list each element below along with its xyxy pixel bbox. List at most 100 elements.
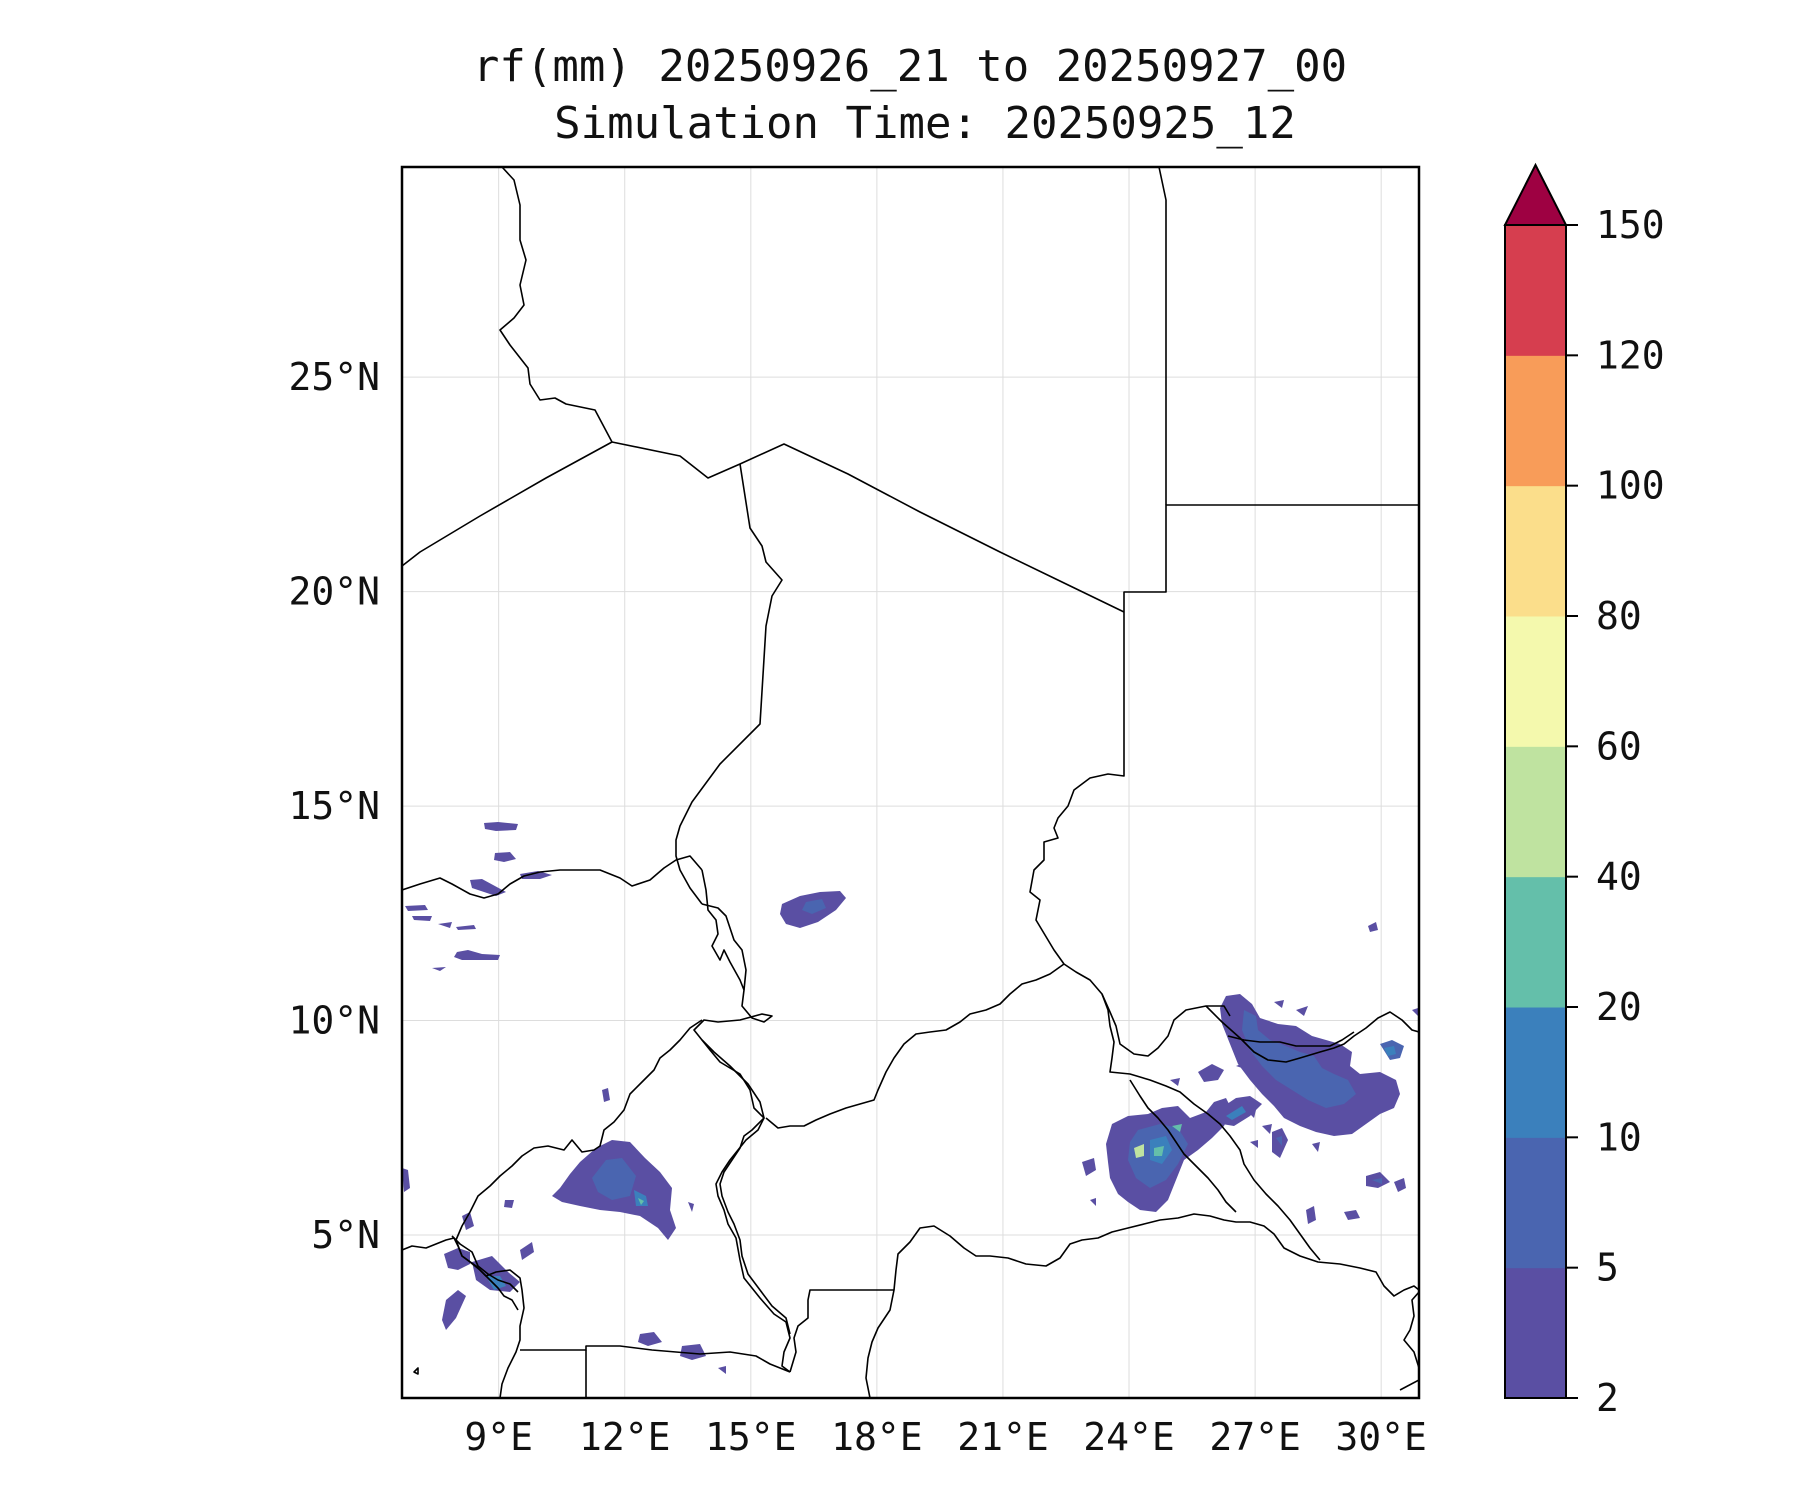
lat-tick-label: 25°N: [288, 355, 380, 399]
border-line: [402, 1237, 519, 1311]
colorbar-tick-label: 150: [1596, 203, 1665, 247]
rain-patch: [1306, 1206, 1316, 1224]
border-line: [402, 441, 613, 567]
lon-tick-label: 18°E: [831, 1415, 923, 1459]
border-line: [413, 1367, 419, 1375]
lat-tick-label: 10°N: [288, 999, 380, 1043]
lon-tick-label: 15°E: [705, 1415, 797, 1459]
border-line: [1129, 1079, 1237, 1213]
lon-tick-label: 9°E: [464, 1415, 533, 1459]
rain-patch: [520, 1242, 534, 1260]
border-line: [765, 963, 1065, 1129]
rain-patch: [405, 905, 428, 911]
map-panel: 9°E 12°E 15°E 18°E 21°E 24°E 27°E 30°E 5°N 10°N 15…: [288, 165, 1427, 1459]
colorbar: 2 5 10 20 40 60 80 100 120 150: [1503, 162, 1665, 1420]
colorbar-bin: [1505, 225, 1566, 356]
border-line: [789, 1289, 895, 1398]
border-line: [893, 1213, 1419, 1297]
border-line: [675, 463, 783, 905]
rain-patch: [1154, 1146, 1164, 1156]
lon-tick-label: 21°E: [957, 1415, 1049, 1459]
rain-patch: [412, 916, 432, 921]
colorbar-bin: [1505, 876, 1566, 1008]
rain-patch: [1172, 1124, 1182, 1132]
lat-tick-label: 20°N: [288, 570, 380, 614]
figure-title-line-2: Simulation Time: 20250925_12: [554, 98, 1296, 149]
colorbar-bin: [1505, 1007, 1566, 1138]
border-line: [701, 903, 747, 991]
border-line: [1063, 963, 1321, 1261]
rain-patch: [454, 950, 500, 960]
border-line: [1029, 612, 1125, 965]
rain-patch: [504, 1200, 514, 1208]
colorbar-bin: [1505, 746, 1566, 878]
rain-patch: [802, 899, 826, 914]
colorbar-frame: [1504, 224, 1567, 1399]
figure-title-line-1: rf(mm) 20250926_21 to 20250927_00: [473, 41, 1347, 92]
rain-patch: [638, 1198, 644, 1205]
rain-patch: [1344, 1210, 1360, 1220]
rain-patch: [1248, 1110, 1256, 1118]
rain-patch: [444, 1248, 470, 1270]
map-frame: [400, 165, 1421, 1400]
rain-patch: [1394, 1178, 1406, 1192]
colorbar-bin: [1505, 616, 1566, 747]
rain-patch: [1372, 1178, 1382, 1184]
rain-patch: [1262, 1124, 1272, 1134]
rain-patch: [470, 879, 506, 896]
rain-patch: [1368, 922, 1378, 932]
rain-patch: [438, 922, 452, 928]
rain-patch: [680, 1344, 706, 1360]
border-line: [1158, 167, 1167, 505]
rain-patch: [1412, 1008, 1418, 1016]
colorbar-bin: [1505, 355, 1566, 487]
rain-patch: [688, 1202, 694, 1212]
lon-tick-label: 24°E: [1083, 1415, 1175, 1459]
border-line: [1403, 1291, 1419, 1369]
rain-patch: [456, 925, 476, 930]
border-line: [402, 855, 703, 899]
rain-patch: [1274, 1000, 1284, 1008]
rain-patch: [520, 871, 552, 879]
colorbar-bin: [1505, 1267, 1566, 1399]
lat-tick-label: 5°N: [311, 1213, 380, 1257]
rain-patch: [1296, 1006, 1308, 1016]
country-borders: [402, 167, 1419, 1398]
colorbar-tick-label: 20: [1596, 985, 1642, 1029]
lon-tick-label: 27°E: [1209, 1415, 1301, 1459]
colorbar-tick-label: 120: [1596, 333, 1665, 377]
rain-patch: [462, 1212, 474, 1230]
colorbar-tick-label: 10: [1596, 1115, 1642, 1159]
colorbar-tick-label: 5: [1596, 1246, 1619, 1290]
rain-patch: [592, 1158, 636, 1200]
border-line: [1123, 504, 1419, 612]
rain-patch: [1170, 1078, 1180, 1086]
border-line: [1227, 1031, 1355, 1047]
rain-patch: [1276, 1136, 1282, 1146]
rain-patch: [1250, 1140, 1258, 1148]
rain-patch: [634, 1190, 648, 1206]
border-line: [693, 869, 791, 1373]
rain-patch: [602, 1088, 610, 1102]
rain-patch: [494, 852, 516, 862]
colorbar-extend-arrow: [1503, 162, 1568, 226]
rain-patch: [1312, 1142, 1320, 1152]
rain-patch: [486, 1276, 506, 1290]
border-line: [451, 1235, 519, 1293]
rain-patch: [1082, 1158, 1096, 1176]
border-line: [499, 167, 1125, 613]
lon-tick-label: 12°E: [579, 1415, 671, 1459]
rain-patch: [442, 1290, 466, 1330]
rain-patch: [1226, 1106, 1246, 1120]
rain-patch: [1384, 1046, 1396, 1056]
rain-patch: [1134, 1144, 1144, 1158]
border-line: [455, 1019, 703, 1398]
colorbar-tick-label: 100: [1596, 464, 1665, 508]
colorbar-bin: [1505, 1137, 1566, 1269]
border-line: [1399, 1379, 1419, 1391]
rainfall-areas: [402, 822, 1418, 1374]
colorbar-bin: [1505, 485, 1566, 617]
border-line: [1205, 1005, 1419, 1063]
axis-ticks: 9°E 12°E 15°E 18°E 21°E 24°E 27°E 30°E 5°N 10°N 15…: [288, 355, 1426, 1459]
